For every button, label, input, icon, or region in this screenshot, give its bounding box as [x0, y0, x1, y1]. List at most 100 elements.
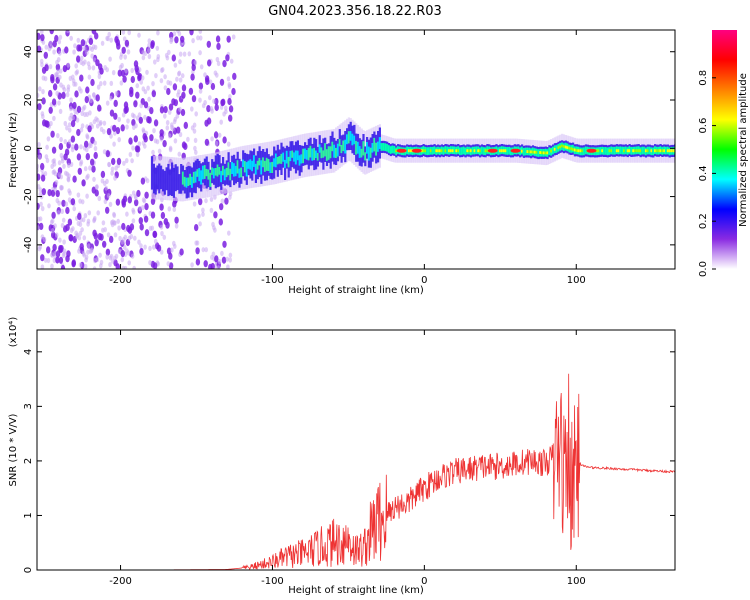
noise-speck — [121, 250, 125, 257]
noise-speck — [163, 106, 167, 113]
noise-speck — [131, 76, 135, 83]
band-inner — [446, 147, 448, 155]
noise-speck — [110, 171, 114, 176]
noise-speck — [50, 131, 54, 138]
noise-speck — [69, 76, 73, 81]
band-inner — [288, 157, 290, 168]
noise-speck — [205, 78, 209, 85]
noise-speck — [90, 79, 94, 86]
noise-speck — [169, 146, 173, 151]
noise-speck — [71, 120, 75, 127]
noise-speck — [129, 152, 133, 157]
noise-speck — [215, 73, 219, 78]
noise-speck — [52, 49, 56, 54]
noise-speck — [79, 262, 83, 267]
noise-speck — [153, 262, 157, 269]
snr-panel: -200 -100 0 100 01234 Height of straight li… — [8, 317, 675, 596]
noise-speck — [222, 241, 226, 248]
spectrogram-x-tick-label: -100 — [261, 275, 284, 286]
noise-speck — [44, 52, 48, 59]
noise-speck — [38, 155, 42, 160]
noise-speck — [177, 71, 181, 76]
noise-speck — [94, 152, 98, 159]
noise-speck — [41, 89, 45, 94]
noise-speck — [164, 218, 168, 225]
noise-speck — [91, 166, 95, 173]
noise-speck — [221, 199, 225, 204]
noise-speck — [65, 149, 69, 156]
noise-speck — [54, 72, 58, 77]
noise-speck — [85, 50, 89, 55]
noise-speck — [160, 68, 164, 73]
noise-speck — [173, 83, 177, 90]
noise-speck — [97, 85, 101, 90]
noise-speck — [102, 129, 106, 134]
noise-speck — [232, 73, 236, 80]
snr-x-label: Height of straight line (km) — [288, 585, 424, 596]
noise-speck — [98, 253, 102, 258]
noise-speck — [152, 231, 156, 238]
noise-speck — [126, 118, 130, 123]
noise-speck — [174, 99, 178, 106]
noise-speck — [148, 54, 152, 59]
noise-speck — [94, 116, 98, 121]
noise-speck — [67, 188, 71, 193]
noise-speck — [194, 240, 198, 245]
noise-speck — [219, 120, 223, 125]
snr-y-tick-label: 2 — [23, 458, 34, 464]
noise-speck — [201, 208, 205, 213]
snr-content — [37, 374, 675, 570]
band-inner — [375, 143, 377, 156]
noise-speck — [148, 246, 152, 251]
noise-speck — [53, 83, 57, 90]
noise-speck — [103, 121, 107, 126]
noise-speck — [216, 35, 220, 42]
noise-speck — [117, 117, 121, 122]
band-inner — [328, 146, 330, 160]
noise-speck — [85, 96, 89, 103]
noise-speck — [160, 225, 164, 230]
noise-speck — [69, 97, 73, 102]
noise-speck — [83, 235, 87, 240]
band-bright — [661, 149, 663, 152]
noise-speck — [167, 261, 171, 266]
noise-speck — [87, 125, 91, 132]
noise-speck — [136, 83, 140, 88]
noise-speck — [56, 250, 60, 257]
noise-speck — [222, 257, 226, 264]
noise-speck — [40, 59, 44, 64]
noise-speck — [94, 146, 98, 151]
noise-speck — [83, 105, 87, 110]
noise-speck — [107, 162, 111, 167]
noise-speck — [58, 160, 62, 165]
noise-speck — [193, 146, 197, 151]
band-bright — [503, 149, 505, 152]
noise-speck — [154, 239, 158, 244]
noise-speck — [210, 197, 214, 202]
noise-speck — [53, 223, 57, 228]
noise-speck — [168, 133, 172, 138]
noise-speck — [68, 116, 72, 121]
noise-speck — [154, 73, 158, 78]
noise-speck — [102, 241, 106, 248]
noise-speck — [115, 254, 119, 259]
noise-speck — [101, 171, 105, 178]
noise-speck — [53, 40, 57, 47]
noise-speck — [80, 227, 84, 232]
noise-speck — [65, 224, 69, 231]
noise-speck — [79, 88, 83, 93]
noise-speck — [72, 259, 76, 266]
noise-speck — [159, 204, 163, 211]
noise-speck — [45, 121, 49, 128]
noise-speck — [79, 144, 83, 149]
noise-speck — [112, 212, 116, 217]
snr-series-line — [37, 374, 675, 570]
noise-speck — [153, 59, 157, 64]
noise-speck — [193, 123, 197, 128]
noise-speck — [120, 80, 124, 85]
noise-speck — [105, 179, 109, 184]
noise-speck — [125, 212, 129, 217]
noise-speck — [47, 258, 51, 263]
noise-speck — [145, 229, 149, 236]
